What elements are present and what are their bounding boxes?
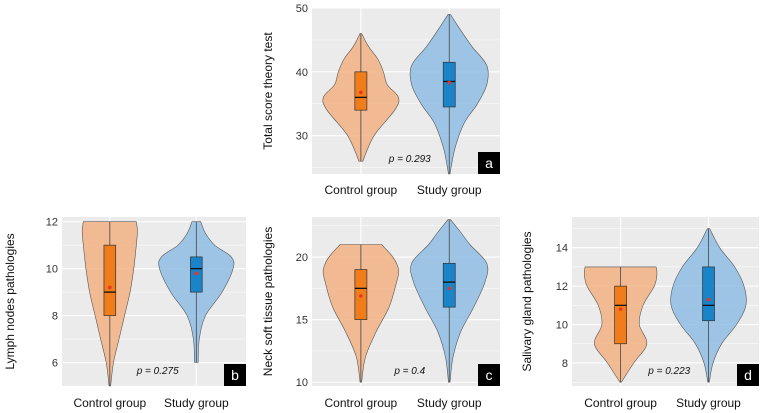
p-value-annotation: p = 0.223 <box>647 366 690 377</box>
y-axis-label: Neck soft tissue pathologies <box>261 227 275 376</box>
study-box <box>442 262 456 308</box>
control-box <box>614 285 627 345</box>
y-tick-label: 8 <box>52 311 58 323</box>
y-tick-label: 12 <box>556 281 568 293</box>
control-box <box>103 244 117 316</box>
control-mean-point <box>108 285 112 290</box>
y-tick-label: 6 <box>52 358 58 370</box>
y-tick-label: 50 <box>296 3 308 15</box>
y-tick-label: 15 <box>296 315 308 327</box>
x-category-label: Control group <box>325 396 398 410</box>
control-mean-point <box>618 307 623 311</box>
y-axis-label: Salivary gland pathologies <box>520 231 534 371</box>
study-mean-point <box>447 80 452 85</box>
study-box <box>442 61 456 108</box>
panel-c: 10 15 20 Control group Study group Neck soft … <box>261 217 500 410</box>
y-tick-label: 14 <box>556 243 568 255</box>
y-tick-label: 8 <box>562 358 568 370</box>
y-tick-label: 10 <box>296 377 308 389</box>
y-tick-label: 40 <box>296 67 308 79</box>
study-mean-point <box>706 297 711 302</box>
x-category-label: Study group <box>676 396 741 410</box>
x-category-label: Control group <box>584 396 657 410</box>
x-category-label: Control group <box>73 396 146 410</box>
panel-label: c <box>486 367 493 383</box>
control-mean-point <box>359 90 363 95</box>
y-tick-label: 10 <box>556 320 568 332</box>
y-axis-label: Total score theory test <box>261 32 275 150</box>
study-mean-point <box>447 286 452 291</box>
panel-label-box <box>224 364 246 386</box>
y-tick-label: 30 <box>296 131 308 143</box>
y-tick-label: 20 <box>296 252 308 264</box>
p-value-annotation: p = 0.4 <box>393 366 425 377</box>
p-value-annotation: p = 0.275 <box>136 366 179 377</box>
panel-b: 6 8 10 12 Control group Study group Lymph node… <box>3 217 246 410</box>
panel-a: 30 40 50 Control group Study group Total scor… <box>261 3 500 197</box>
x-category-label: Study group <box>417 396 482 410</box>
panel-label-box <box>737 364 759 386</box>
panel-d: 8 10 12 14 Control group Study group Salivary … <box>520 217 759 410</box>
x-category-label: Study group <box>164 396 229 410</box>
y-tick-label: 12 <box>46 217 58 229</box>
study-mean-point <box>194 271 199 276</box>
x-category-label: Control group <box>325 183 398 197</box>
panel-label: d <box>744 367 752 383</box>
panel-label-box <box>478 364 500 386</box>
panel-label: b <box>231 367 239 383</box>
y-tick-label: 10 <box>46 264 58 276</box>
y-axis-label: Lymph nodes pathologies <box>3 233 17 369</box>
panel-label-box <box>478 152 500 174</box>
p-value-annotation: p = 0.293 <box>388 154 431 165</box>
study-box <box>702 266 715 322</box>
panel-label: a <box>485 155 493 171</box>
x-category-label: Study group <box>417 183 482 197</box>
control-mean-point <box>359 294 363 298</box>
